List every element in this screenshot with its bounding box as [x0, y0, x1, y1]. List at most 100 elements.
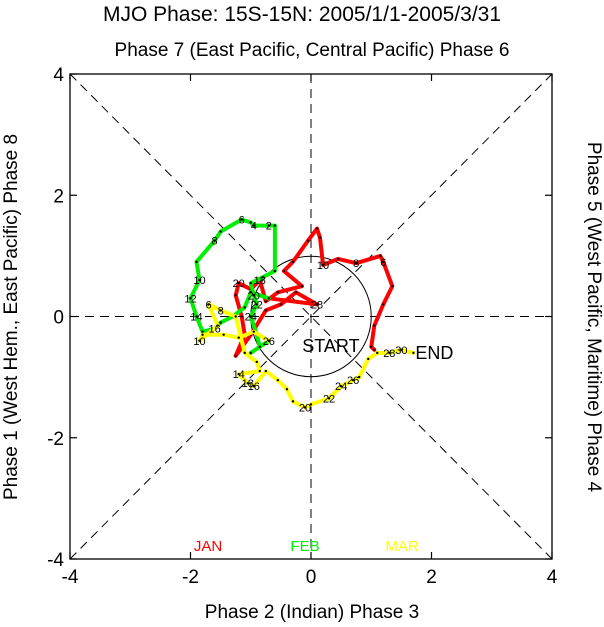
- series-layer: [188, 217, 416, 410]
- series-point: [240, 218, 243, 221]
- series-point: [219, 321, 222, 324]
- series-point: [195, 315, 198, 318]
- legend-jan: JAN: [194, 538, 222, 555]
- day-label: 10: [193, 275, 205, 287]
- series-point: [207, 303, 210, 306]
- series-point: [300, 284, 304, 288]
- day-label: 8: [353, 258, 359, 270]
- series-point: [306, 239, 310, 242]
- series-point: [234, 315, 237, 318]
- series-point: [237, 336, 240, 339]
- x-tick-label: 2: [426, 567, 437, 588]
- series-point: [249, 221, 252, 224]
- y-tick-label: 2: [53, 186, 64, 207]
- day-label: 10: [193, 336, 205, 348]
- series-point: [249, 351, 252, 355]
- day-label: 18: [254, 275, 266, 287]
- diagonal-guide: [69, 73, 553, 560]
- series-point: [198, 278, 201, 282]
- series-point: [255, 303, 258, 306]
- series-point: [291, 400, 295, 403]
- series-point: [234, 354, 237, 358]
- series-point: [339, 385, 343, 388]
- series-point: [258, 345, 261, 349]
- series-point: [213, 239, 216, 242]
- series-point: [273, 269, 277, 273]
- x-tick-label: 0: [306, 567, 317, 588]
- day-label: 6: [380, 257, 386, 269]
- series-point: [318, 236, 322, 239]
- series-point: [201, 333, 204, 336]
- series-point: [201, 330, 204, 333]
- phase-guides: [69, 73, 553, 560]
- series-point: [388, 351, 391, 355]
- day-label: 26: [263, 336, 275, 348]
- bottom-phase-label: Phase 2 (Indian) Phase 3: [205, 602, 419, 623]
- series-point: [195, 260, 198, 264]
- series-point: [279, 303, 283, 306]
- chart-title: MJO Phase: 15S-15N: 2005/1/1-2005/3/31: [103, 3, 501, 26]
- day-label: 10: [317, 260, 329, 272]
- series-point: [309, 403, 313, 406]
- series-point: [276, 378, 280, 382]
- day-label: 24: [335, 381, 347, 393]
- y-tick-label: 0: [53, 308, 64, 329]
- series-point: [267, 339, 271, 342]
- series-point: [243, 351, 246, 355]
- day-label: 18: [242, 378, 254, 390]
- series-point: [264, 300, 268, 303]
- y-tick-label: -4: [47, 550, 64, 571]
- series-point: [327, 397, 331, 400]
- series-point: [249, 281, 252, 285]
- series-point: [252, 224, 255, 227]
- series-point: [315, 227, 319, 230]
- series-point: [294, 291, 298, 294]
- x-tick-label: 4: [547, 567, 558, 588]
- day-label: 6: [206, 299, 212, 311]
- series-point: [351, 378, 355, 382]
- series-point: [252, 330, 255, 333]
- legend-feb: FEB: [290, 538, 319, 555]
- day-label: 2: [266, 221, 272, 233]
- series-point: [219, 309, 222, 312]
- series-point: [370, 345, 373, 349]
- day-label: 4: [251, 221, 257, 233]
- series-point: [222, 333, 225, 336]
- day-label: 26: [347, 375, 359, 387]
- series-point: [252, 294, 255, 297]
- series-point: [382, 260, 385, 264]
- series-point: [336, 257, 340, 261]
- day-label: 22: [251, 299, 263, 311]
- series-point: [255, 360, 258, 364]
- day-label: 20: [299, 402, 311, 414]
- series-point: [246, 381, 249, 385]
- series-point: [376, 351, 379, 355]
- series-point: [249, 291, 252, 294]
- series-point: [249, 315, 252, 318]
- x-tick-label: -4: [62, 567, 79, 588]
- series-point: [400, 348, 403, 352]
- series-point: [276, 291, 280, 294]
- left-phase-label: Phase 1 (West Hem., East Pacific) Phase …: [1, 134, 22, 500]
- day-label: 24: [245, 312, 257, 324]
- day-label: 8: [212, 236, 218, 248]
- day-label: 20: [233, 278, 245, 290]
- series-point: [321, 263, 325, 267]
- legend-mar: MAR: [385, 538, 419, 555]
- day-label: 28: [383, 348, 395, 360]
- day-label: 14: [190, 312, 202, 324]
- series-point: [243, 306, 246, 309]
- end-label: END: [415, 343, 453, 363]
- series-point: [373, 324, 376, 327]
- day-label: 12: [184, 293, 196, 305]
- series-point: [264, 309, 268, 312]
- series-point: [252, 385, 255, 388]
- y-tick-label: 4: [53, 65, 64, 86]
- series-line-mar: [197, 302, 416, 410]
- series-point: [285, 388, 289, 391]
- day-labels: 6810182028246810121416202224266810141618…: [184, 215, 407, 415]
- series-point: [234, 294, 237, 297]
- day-label: 16: [248, 381, 260, 393]
- series-point: [358, 375, 361, 379]
